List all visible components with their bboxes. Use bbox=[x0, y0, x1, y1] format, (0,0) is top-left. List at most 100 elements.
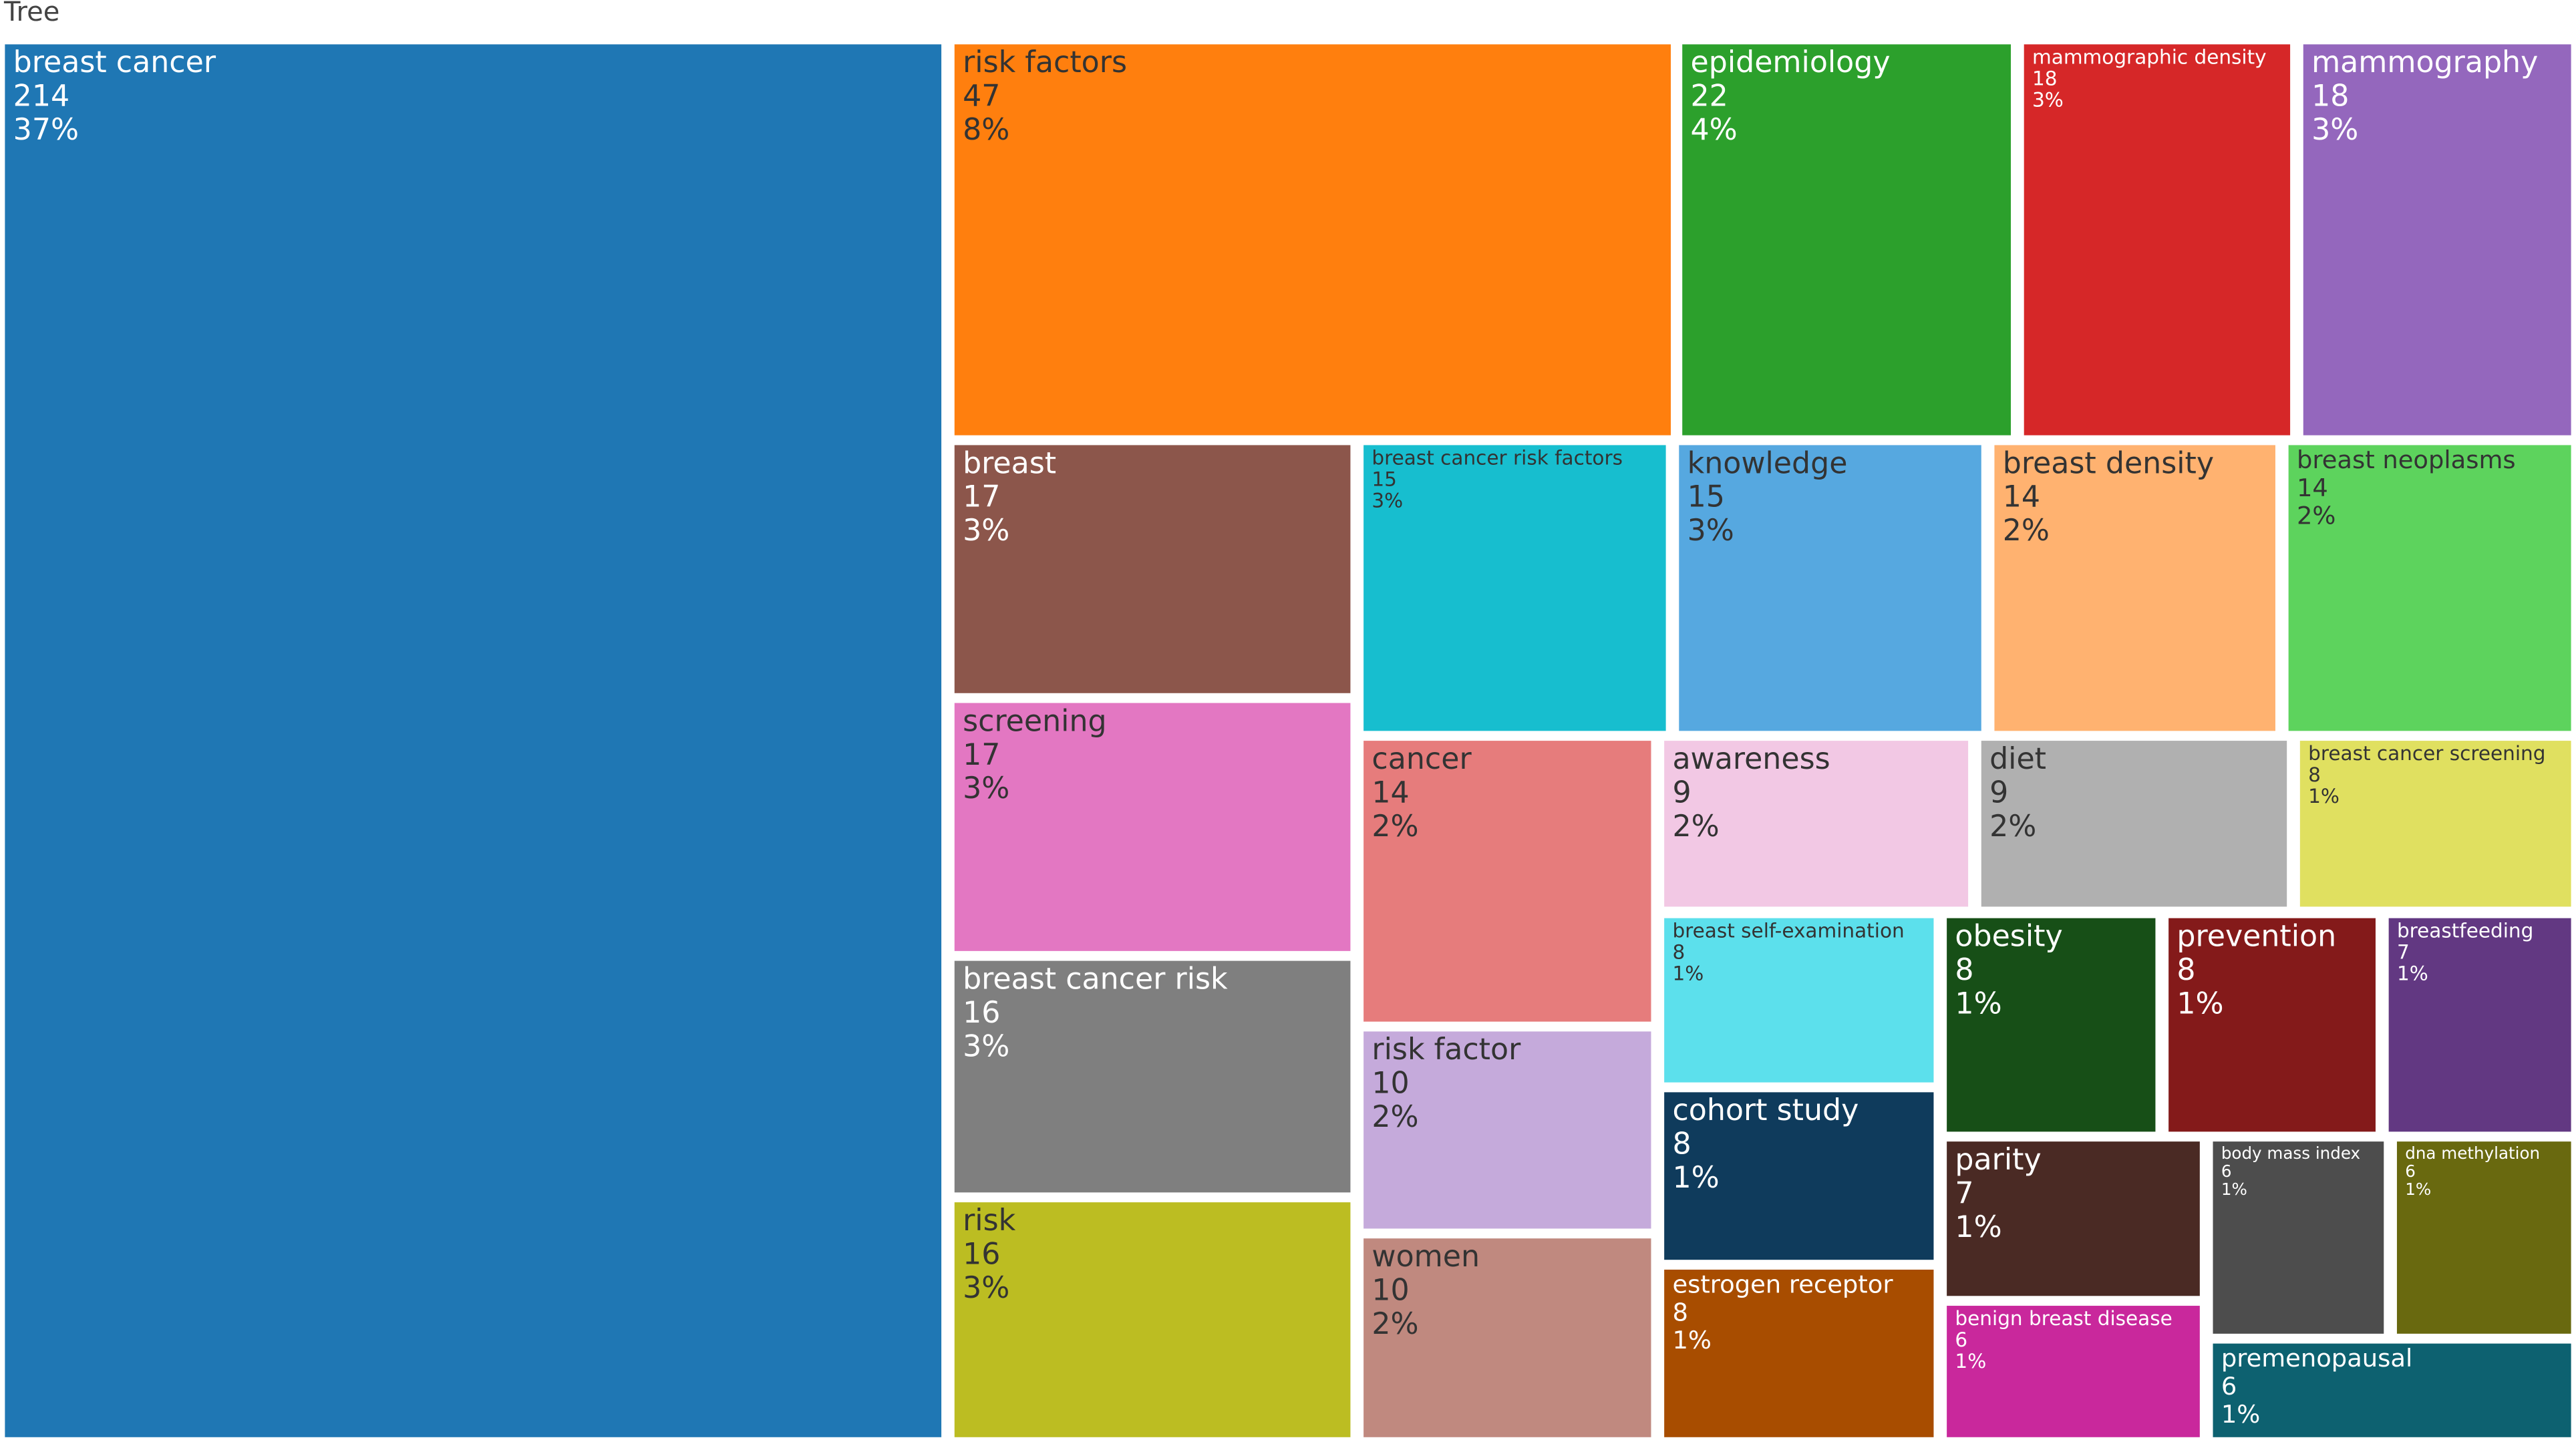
tile-value: 17 bbox=[963, 480, 1000, 514]
tile-value: 7 bbox=[2397, 941, 2410, 964]
tile-value: 7 bbox=[1955, 1176, 1973, 1210]
treemap-tile bbox=[954, 1202, 1351, 1437]
tile-percent: 2% bbox=[1372, 1307, 1418, 1341]
tile-name: breast bbox=[963, 446, 1056, 480]
treemap-tile bbox=[1664, 741, 1969, 907]
tile-percent: 1% bbox=[2405, 1180, 2431, 1199]
treemap-tile bbox=[1981, 741, 2287, 907]
treemap-tile bbox=[954, 44, 1671, 435]
tile-percent: 1% bbox=[1955, 1210, 2001, 1244]
tile-percent: 1% bbox=[1672, 1161, 1719, 1195]
tile-value: 14 bbox=[2003, 480, 2040, 514]
tile-name: risk bbox=[963, 1204, 1016, 1238]
tile-value: 22 bbox=[1691, 79, 1728, 114]
treemap-tile bbox=[954, 445, 1351, 693]
treemap-tile bbox=[2213, 1343, 2571, 1437]
tile-value: 8 bbox=[1672, 1298, 1687, 1326]
tile-percent: 1% bbox=[2308, 785, 2340, 807]
tile-name: mammography bbox=[2311, 45, 2538, 79]
tile-name: breast cancer bbox=[13, 45, 216, 79]
tile-name: breast density bbox=[2003, 446, 2214, 480]
tile-value: 6 bbox=[1955, 1328, 1967, 1351]
tile-value: 16 bbox=[963, 996, 1000, 1030]
treemap-tile bbox=[954, 703, 1351, 951]
tile-name: benign breast disease bbox=[1955, 1307, 2172, 1330]
treemap-tile bbox=[1994, 445, 2275, 731]
tile-percent: 1% bbox=[2177, 986, 2223, 1021]
tile-name: breast cancer risk bbox=[963, 962, 1228, 996]
treemap-tile bbox=[1682, 44, 2011, 435]
tile-value: 8 bbox=[2308, 763, 2321, 786]
tile-name: risk factors bbox=[963, 45, 1127, 79]
treemap-tile bbox=[1363, 445, 1666, 731]
tile-value: 47 bbox=[963, 79, 1000, 114]
tile-name: cancer bbox=[1372, 742, 1472, 776]
tile-percent: 3% bbox=[963, 514, 1009, 548]
tile-name: breast cancer screening bbox=[2308, 742, 2545, 765]
tile-name: parity bbox=[1955, 1143, 2041, 1177]
tile-percent: 2% bbox=[1372, 1100, 1418, 1134]
tile-value: 6 bbox=[2221, 1161, 2232, 1181]
tile-name: women bbox=[1372, 1240, 1480, 1274]
treemap-tile bbox=[1664, 1092, 1934, 1260]
tile-percent: 3% bbox=[1372, 489, 1403, 512]
tile-value: 8 bbox=[1672, 1127, 1691, 1161]
tile-name: breastfeeding bbox=[2397, 920, 2533, 942]
tile-value: 10 bbox=[1372, 1273, 1409, 1307]
tile-percent: 1% bbox=[1955, 986, 2001, 1021]
treemap-tile bbox=[2303, 44, 2571, 435]
tile-percent: 1% bbox=[1955, 1350, 1986, 1373]
tile-value: 9 bbox=[1989, 775, 2008, 809]
tile-percent: 3% bbox=[963, 1029, 1009, 1063]
tile-name: body mass index bbox=[2221, 1143, 2360, 1163]
tile-value: 14 bbox=[2297, 474, 2328, 502]
tile-value: 8 bbox=[1955, 953, 1973, 987]
tile-percent: 1% bbox=[2221, 1180, 2247, 1199]
tile-name: risk factor bbox=[1372, 1033, 1521, 1067]
tile-value: 8 bbox=[1672, 941, 1685, 964]
tile-percent: 37% bbox=[13, 113, 79, 147]
tile-name: dna methylation bbox=[2405, 1143, 2540, 1163]
tile-percent: 3% bbox=[963, 771, 1009, 805]
tile-percent: 3% bbox=[2311, 113, 2358, 147]
treemap-tile bbox=[2299, 741, 2571, 907]
tile-value: 15 bbox=[1372, 468, 1397, 490]
tile-name: epidemiology bbox=[1691, 45, 1891, 79]
tile-percent: 2% bbox=[2003, 514, 2050, 548]
tile-percent: 1% bbox=[1672, 1326, 1712, 1355]
tile-value: 16 bbox=[963, 1237, 1000, 1271]
tile-name: estrogen receptor bbox=[1672, 1270, 1893, 1299]
tile-percent: 1% bbox=[2397, 962, 2428, 985]
tile-name: prevention bbox=[2177, 920, 2336, 954]
treemap-tile bbox=[1363, 741, 1651, 1022]
tile-percent: 3% bbox=[1687, 514, 1734, 548]
tile-percent: 8% bbox=[963, 113, 1009, 147]
treemap-tile bbox=[2213, 1141, 2384, 1334]
treemap-tile bbox=[2388, 918, 2571, 1132]
tile-name: breast self-examination bbox=[1672, 920, 1904, 942]
tile-percent: 2% bbox=[1372, 809, 1418, 844]
tile-name: cohort study bbox=[1672, 1093, 1859, 1127]
treemap-tile bbox=[5, 44, 942, 1437]
tile-value: 9 bbox=[1672, 775, 1691, 809]
tile-value: 214 bbox=[13, 79, 69, 114]
tile-name: mammographic density bbox=[2032, 45, 2267, 68]
tile-name: screening bbox=[963, 704, 1107, 738]
tile-percent: 2% bbox=[1672, 809, 1719, 844]
tile-value: 18 bbox=[2032, 67, 2058, 89]
treemap-tile bbox=[1947, 1141, 2200, 1296]
treemap-tile bbox=[1947, 1306, 2200, 1437]
treemap-tile bbox=[1363, 1031, 1651, 1229]
tile-value: 18 bbox=[2311, 79, 2349, 114]
treemap-tile bbox=[2288, 445, 2571, 731]
tile-percent: 3% bbox=[2032, 88, 2064, 111]
tile-name: diet bbox=[1989, 742, 2046, 776]
tile-name: premenopausal bbox=[2221, 1344, 2412, 1373]
tile-percent: 2% bbox=[2297, 502, 2336, 530]
treemap-tile bbox=[2024, 44, 2291, 435]
tile-percent: 1% bbox=[1672, 962, 1704, 985]
tile-value: 10 bbox=[1372, 1067, 1409, 1101]
treemap-tile bbox=[2396, 1141, 2571, 1334]
tile-percent: 4% bbox=[1691, 113, 1738, 147]
